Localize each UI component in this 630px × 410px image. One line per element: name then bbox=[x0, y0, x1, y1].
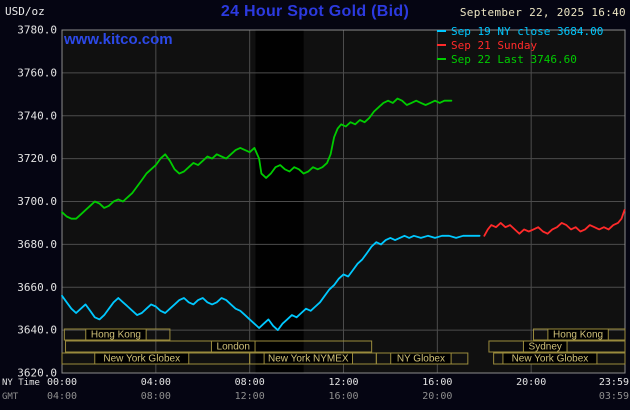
legend-dash-icon bbox=[437, 58, 446, 60]
gmt-tick-label: 03:59 bbox=[599, 391, 629, 402]
y-tick-label: 3760.0 bbox=[17, 66, 57, 79]
session-label: New York Globex bbox=[512, 354, 589, 365]
session-label: NY Globex bbox=[397, 354, 445, 365]
session-label: Hong Kong bbox=[553, 330, 603, 341]
gmt-axis-name: GMT bbox=[2, 392, 19, 402]
legend-item-sep19-close: Sep 19 NY close 3684.00 bbox=[437, 24, 603, 38]
x-axis-name: NY Time bbox=[2, 378, 40, 388]
y-tick-label: 3680.0 bbox=[17, 238, 57, 251]
legend-dash-icon bbox=[437, 44, 446, 46]
x-tick-label: 23:59 bbox=[599, 377, 629, 388]
session-label: New York Globex bbox=[103, 354, 180, 365]
y-tick-label: 3700.0 bbox=[17, 195, 57, 208]
x-tick-label: 16:00 bbox=[422, 377, 452, 388]
session-label: New York NYMEX bbox=[268, 354, 349, 365]
kitco-watermark-link[interactable]: www.kitco.com bbox=[64, 31, 173, 48]
session-label: London bbox=[217, 342, 250, 353]
series-line bbox=[61, 97, 453, 220]
legend-item-sep21-sunday: Sep 21 Sunday bbox=[437, 38, 603, 52]
gmt-tick-label: 16:00 bbox=[328, 391, 358, 402]
series-line bbox=[61, 234, 481, 332]
y-tick-label: 3640.0 bbox=[17, 324, 57, 337]
series-line bbox=[483, 209, 626, 237]
gmt-tick-label: 04:00 bbox=[47, 391, 77, 402]
legend-dash-icon bbox=[437, 30, 446, 32]
gmt-tick-label: 12:00 bbox=[235, 391, 265, 402]
chart-title: 24 Hour Spot Gold (Bid) bbox=[220, 3, 410, 20]
y-tick-label: 3740.0 bbox=[17, 109, 57, 122]
legend: Sep 19 NY close 3684.00 Sep 21 Sunday Se… bbox=[437, 24, 603, 66]
x-tick-label: 08:00 bbox=[235, 377, 265, 388]
session-label: Hong Kong bbox=[91, 330, 141, 341]
y-tick-label: 3720.0 bbox=[17, 152, 57, 165]
x-tick-label: 20:00 bbox=[516, 377, 546, 388]
datetime-label: September 22, 2025 16:40 bbox=[459, 6, 626, 19]
x-tick-label: 12:00 bbox=[328, 377, 358, 388]
legend-label: Sep 21 Sunday bbox=[451, 38, 538, 52]
gmt-tick-label: 08:00 bbox=[141, 391, 171, 402]
y-tick-label: 3620.0 bbox=[17, 367, 57, 380]
legend-item-sep22-last: Sep 22 Last 3746.60 bbox=[437, 52, 603, 66]
x-tick-label: 04:00 bbox=[141, 377, 171, 388]
y-tick-label: 3780.0 bbox=[17, 24, 57, 37]
gmt-tick-label: 20:00 bbox=[422, 391, 452, 402]
legend-label: Sep 19 NY close 3684.00 bbox=[451, 24, 604, 38]
legend-label: Sep 22 Last 3746.60 bbox=[451, 52, 577, 66]
session-label: Sydney bbox=[529, 342, 562, 353]
y-tick-label: 3660.0 bbox=[17, 281, 57, 294]
x-tick-label: 00:00 bbox=[47, 377, 77, 388]
y-axis-unit-label: USD/oz bbox=[5, 5, 45, 18]
